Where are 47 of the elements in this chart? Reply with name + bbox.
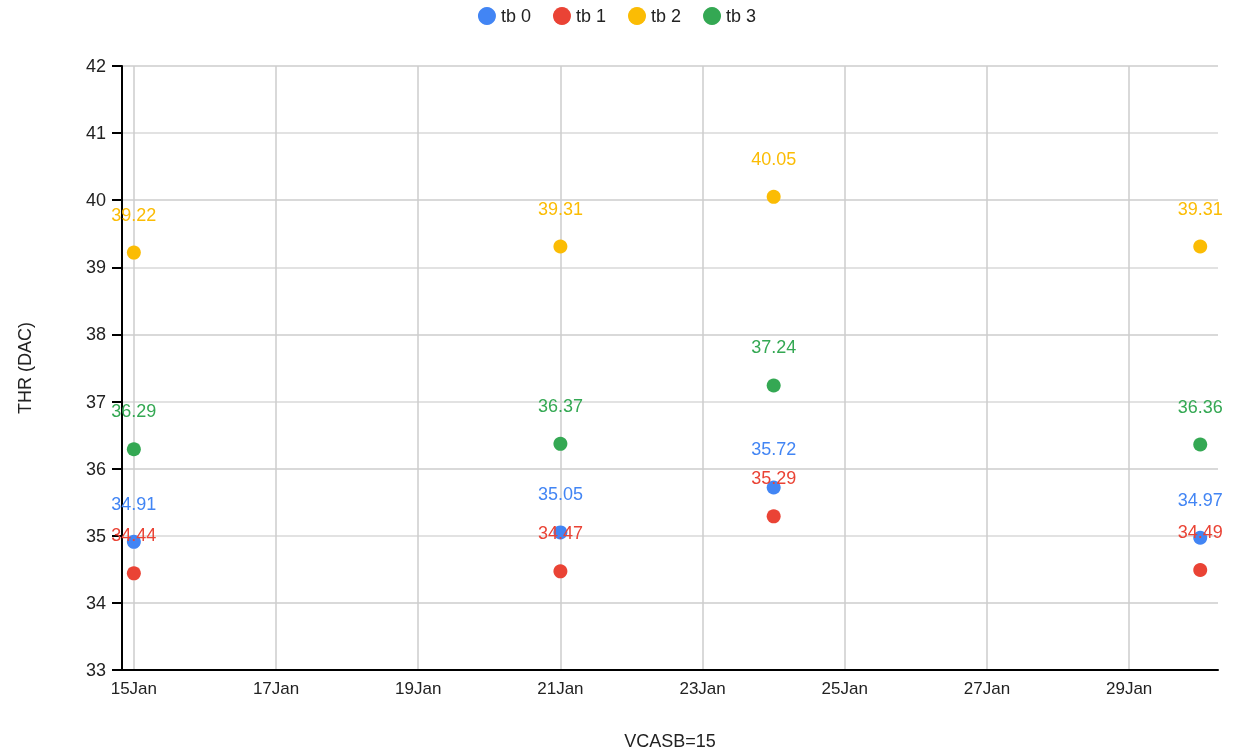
x-tick-label: 29Jan: [1105, 679, 1153, 698]
x-axis-title: VCASB=15: [624, 731, 716, 751]
y-tick-label: 38: [85, 324, 106, 345]
point: [553, 239, 568, 254]
legend-label: tb 3: [726, 6, 757, 26]
x-tick-label: 25Jan: [821, 679, 868, 698]
data-label: 37.24: [751, 337, 797, 358]
point: [766, 189, 781, 204]
x-tick-label: 17Jan: [252, 679, 300, 698]
y-tick-label: 35: [85, 525, 106, 546]
y-tick-label: 42: [85, 56, 106, 76]
point: [766, 509, 781, 524]
point: [126, 442, 141, 457]
point: [553, 564, 568, 579]
y-tick-label: 40: [85, 190, 106, 211]
point: [553, 436, 568, 451]
data-label: 35.29: [751, 468, 797, 489]
data-label: 34.97: [1177, 489, 1223, 510]
legend-label: tb 2: [651, 6, 682, 26]
x-tick-label: 21Jan: [537, 679, 584, 698]
data-label: 36.37: [537, 395, 583, 416]
y-tick-label: 37: [85, 391, 106, 412]
y-tick-label: 33: [85, 660, 106, 680]
x-tick-label: 19Jan: [395, 679, 442, 698]
data-label: 36.36: [1177, 396, 1223, 417]
legend-label: tb 0: [500, 6, 531, 26]
x-tick-label: 27Jan: [963, 679, 1011, 698]
y-tick-label: 36: [85, 458, 106, 479]
data-label: 39.31: [1177, 198, 1223, 219]
y-tick-label: 41: [85, 123, 106, 144]
data-label: 34.49: [1177, 522, 1223, 542]
point: [766, 378, 781, 393]
legend-label: tb 1: [575, 6, 607, 26]
data-label: 35.72: [751, 439, 797, 460]
x-tick-label: 23Jan: [679, 679, 726, 698]
y-tick-label: 39: [85, 257, 106, 278]
data-label: 39.31: [537, 198, 583, 219]
point: [126, 566, 141, 581]
point: [126, 245, 141, 260]
point: [1193, 239, 1208, 254]
point: [1193, 437, 1208, 452]
point: [1193, 563, 1208, 577]
data-label: 35.05: [537, 484, 583, 505]
data-label: 40.05: [751, 148, 797, 169]
x-tick-label: 15Jan: [110, 679, 158, 698]
y-axis-title: THR (DAC): [15, 322, 35, 414]
y-tick-label: 34: [85, 592, 106, 613]
